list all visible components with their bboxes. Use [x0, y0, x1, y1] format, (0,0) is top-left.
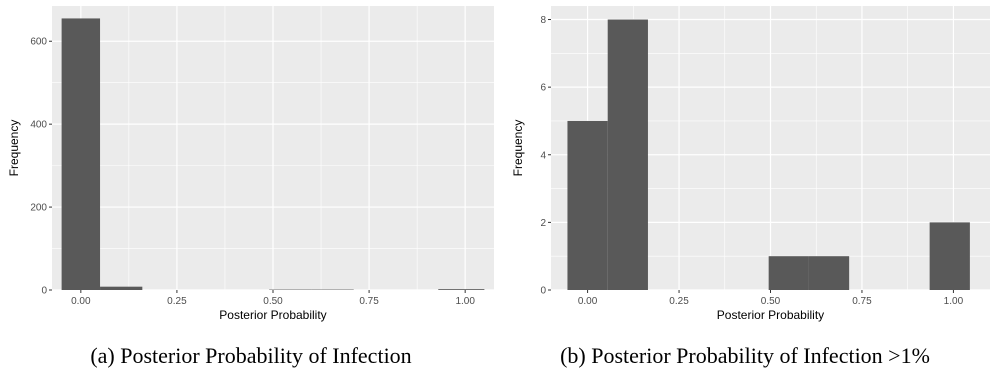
- x-axis-label: Posterior Probability: [717, 308, 824, 322]
- x-axis: 0.00 0.25 0.50 0.75 1.00: [578, 290, 964, 307]
- x-tick-label: 0.50: [761, 296, 781, 307]
- histogram-bar: [929, 222, 970, 290]
- histogram-bar: [567, 120, 608, 290]
- y-axis-label: Frequency: [511, 120, 525, 177]
- x-tick-label: 0.00: [578, 296, 598, 307]
- y-axis: 0 2 4 6 8: [540, 15, 551, 297]
- y-axis: 0 200 400 600: [30, 37, 52, 297]
- x-axis-label: Posterior Probability: [219, 308, 326, 322]
- y-tick-label: 4: [540, 150, 546, 161]
- histogram-a: 0 200 400 600 0.00 0.25 0.50 0.75 1.00 Posterio…: [7, 6, 494, 322]
- x-tick-label: 0.00: [71, 296, 91, 307]
- caption-b: (b) Posterior Probability of Infection >…: [560, 343, 930, 368]
- y-tick-label: 2: [540, 218, 546, 229]
- histogram-bar: [438, 289, 485, 290]
- x-tick-label: 0.75: [359, 296, 379, 307]
- x-tick-label: 1.00: [455, 296, 475, 307]
- y-tick-label: 400: [30, 120, 47, 131]
- histogram-b: 0 2 4 6 8 0.00 0.25 0.50 0.75 1.00 Posterior Pro…: [511, 6, 990, 322]
- x-tick-label: 0.25: [167, 296, 187, 307]
- x-tick-label: 0.25: [669, 296, 689, 307]
- chart-panel-b: 0 2 4 6 8 0.00 0.25 0.50 0.75 1.00 Posterior Pro…: [506, 0, 997, 379]
- histogram-bar: [61, 18, 101, 290]
- histogram-bar: [100, 286, 143, 290]
- y-tick-label: 6: [540, 83, 546, 94]
- x-tick-label: 1.00: [944, 296, 964, 307]
- histogram-bar: [768, 256, 809, 290]
- caption-a: (a) Posterior Probability of Infection: [90, 343, 412, 368]
- chart-panel-a: 0 200 400 600 0.00 0.25 0.50 0.75 1.00 Posterio…: [7, 6, 494, 368]
- bars: [61, 18, 485, 290]
- x-axis: 0.00 0.25 0.50 0.75 1.00: [71, 290, 475, 307]
- y-tick-label: 200: [30, 203, 47, 214]
- y-tick-label: 600: [30, 37, 47, 48]
- x-tick-label: 0.75: [852, 296, 872, 307]
- histogram-bar: [808, 256, 850, 290]
- histogram-bar: [607, 19, 648, 291]
- y-tick-label: 0: [540, 286, 546, 297]
- bars: [567, 19, 970, 291]
- y-axis-label: Frequency: [7, 120, 21, 177]
- x-tick-label: 0.50: [263, 296, 283, 307]
- y-tick-label: 8: [540, 15, 546, 26]
- y-tick-label: 0: [41, 286, 47, 297]
